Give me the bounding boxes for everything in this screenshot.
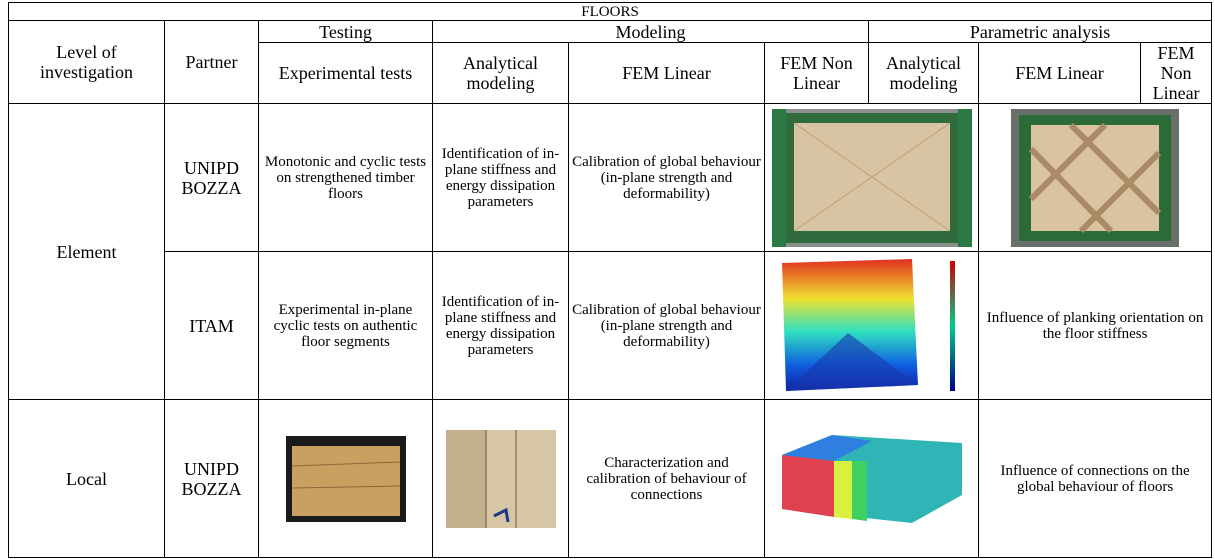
testing: Monotonic and cyclic tests on strengthen…	[259, 104, 433, 252]
column-header: FEM Non Linear	[765, 43, 869, 104]
column-header: Partner	[165, 21, 259, 104]
group-header: Parametric analysis	[869, 21, 1212, 43]
column-header: FEM Linear	[979, 43, 1141, 104]
column-header: Experimental tests	[259, 43, 433, 104]
column-header: Analytical modeling	[869, 43, 979, 104]
column-header: Analytical modeling	[433, 43, 569, 104]
analytical: Identification of in-plane stiffness and…	[433, 104, 569, 252]
floor-test-photo	[772, 109, 972, 247]
fem-linear: Calibration of global behaviour (in-plan…	[569, 252, 765, 400]
photo-cell	[765, 104, 979, 252]
model-cell	[765, 400, 979, 558]
floor-test-photo	[1011, 109, 1179, 247]
connection-photo	[446, 430, 556, 528]
table-title: FLOORS	[9, 3, 1212, 21]
fem-linear: Characterization and calibration of beha…	[569, 400, 765, 558]
floors-table: FLOORS Level of investigation Partner Te…	[8, 2, 1212, 558]
analytical: Identification of in-plane stiffness and…	[433, 252, 569, 400]
photo-cell	[979, 104, 1212, 252]
page: FLOORS Level of investigation Partner Te…	[0, 0, 1215, 559]
fem-linear: Calibration of global behaviour (in-plan…	[569, 104, 765, 252]
group-header: Testing	[259, 21, 433, 43]
column-header: FEM Non Linear	[1141, 43, 1212, 104]
photo-cell	[433, 400, 569, 558]
parametric: Influence of planking orientation on the…	[979, 252, 1212, 400]
testing: Experimental in-plane cyclic tests on au…	[259, 252, 433, 400]
model-cell	[765, 252, 979, 400]
partner: UNIPD BOZZA	[165, 400, 259, 558]
fem-3d-model	[772, 433, 972, 525]
photo-cell	[259, 400, 433, 558]
partner: ITAM	[165, 252, 259, 400]
partner: UNIPD BOZZA	[165, 104, 259, 252]
parametric: Influence of connections on the global b…	[979, 400, 1212, 558]
level: Local	[9, 400, 165, 558]
level: Element	[9, 104, 165, 400]
connection-photo	[286, 436, 406, 522]
fem-contour-plot	[772, 255, 972, 397]
column-header: Level of investigation	[9, 21, 165, 104]
group-header: Modeling	[433, 21, 869, 43]
column-header: FEM Linear	[569, 43, 765, 104]
